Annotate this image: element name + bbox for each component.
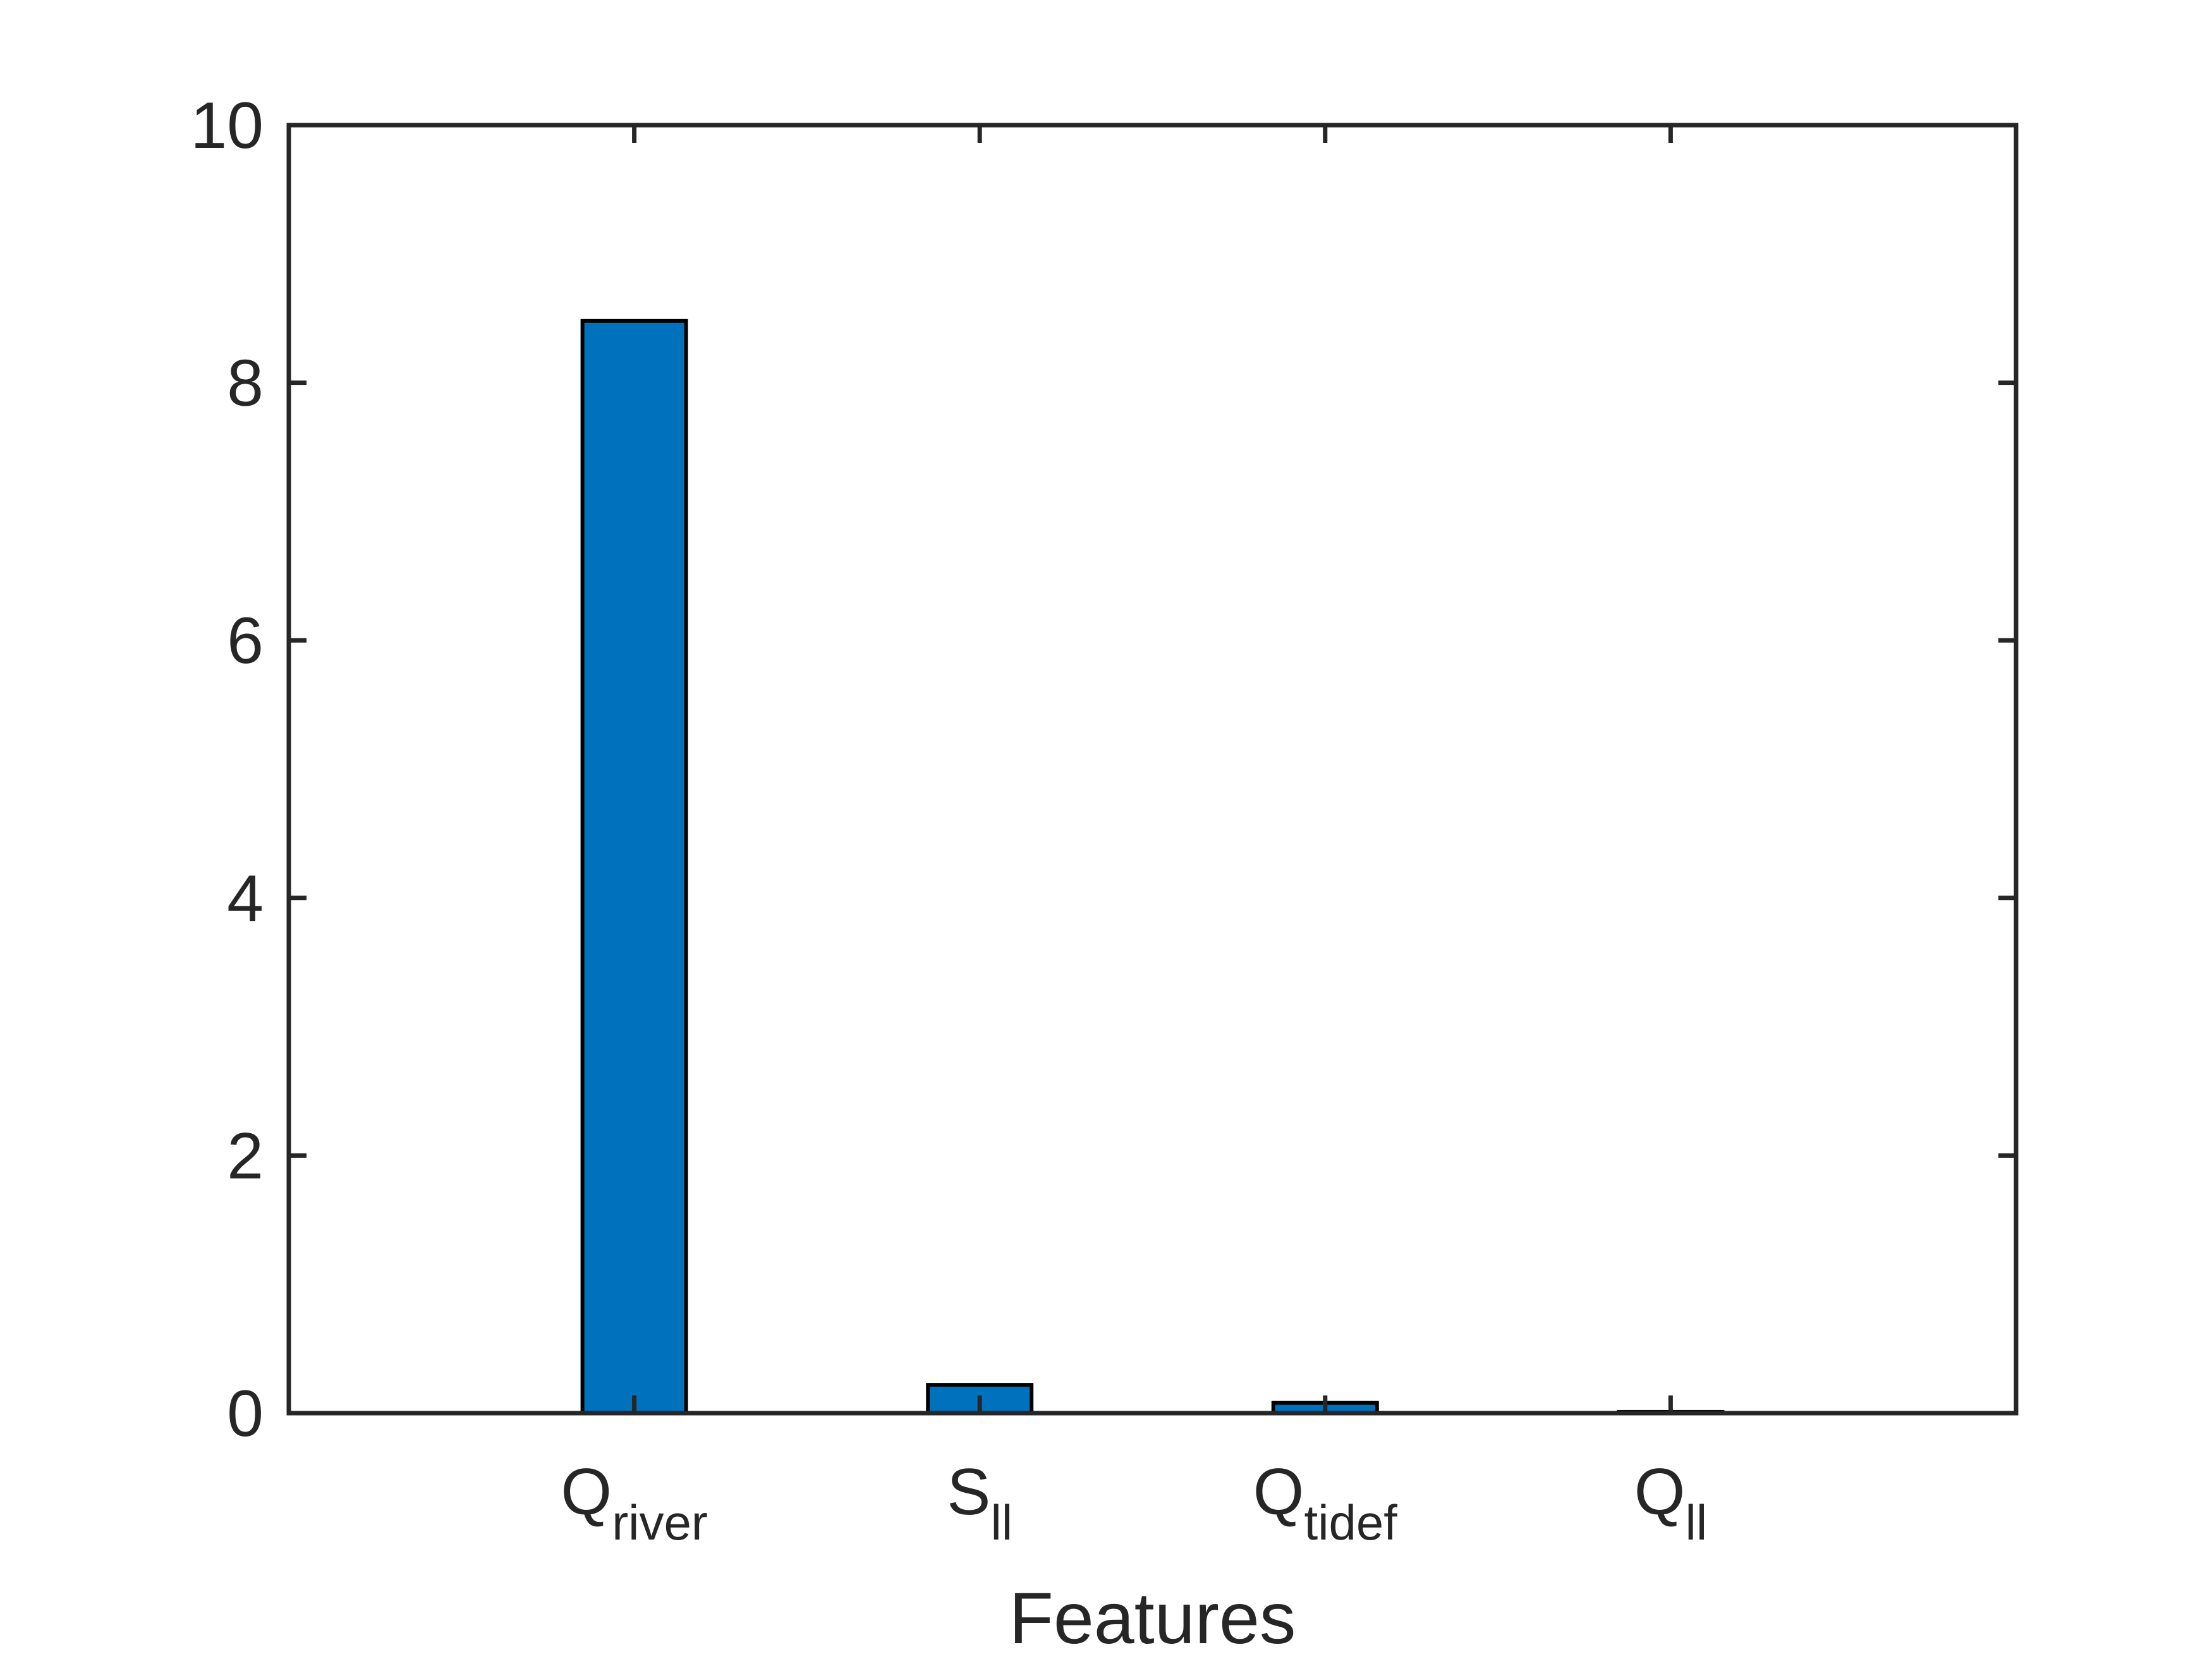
x-tick-label: Qtidef: [1253, 1455, 1398, 1550]
y-tick-label: 4: [227, 862, 264, 935]
y-tick-label: 0: [227, 1377, 264, 1450]
axes-box: [286, 123, 2019, 1416]
y-tick-label: 6: [227, 604, 264, 678]
x-tick-label-subscript: ll: [991, 1495, 1013, 1550]
x-tick-label: Qll: [1634, 1455, 1708, 1550]
y-tick-label: 10: [190, 89, 264, 162]
y-tick-label: 2: [227, 1119, 264, 1193]
x-tick-label: Sll: [947, 1455, 1012, 1550]
x-tick-labels: Qriver Sll Qtidef Qll: [561, 1455, 1707, 1550]
x-tick-label-base: S: [947, 1455, 990, 1529]
x-tick-label-base: Q: [561, 1455, 612, 1529]
bar-q-river: [580, 319, 688, 1415]
x-axis-label: Features: [1009, 1578, 1296, 1659]
x-tick-label-subscript: ll: [1686, 1495, 1708, 1550]
x-tick-label-base: Q: [1634, 1455, 1686, 1529]
y-tick-label: 8: [227, 347, 264, 420]
y-tick-labels: 0 2 4 6 8 10: [190, 89, 264, 1450]
x-tick-label-subscript: tidef: [1304, 1495, 1398, 1550]
bars-group: [580, 319, 1725, 1416]
x-tick-label: Qriver: [561, 1455, 708, 1550]
axes-group: [286, 123, 2019, 1416]
x-tick-label-subscript: river: [612, 1495, 708, 1550]
x-tick-label-base: Q: [1253, 1455, 1304, 1529]
